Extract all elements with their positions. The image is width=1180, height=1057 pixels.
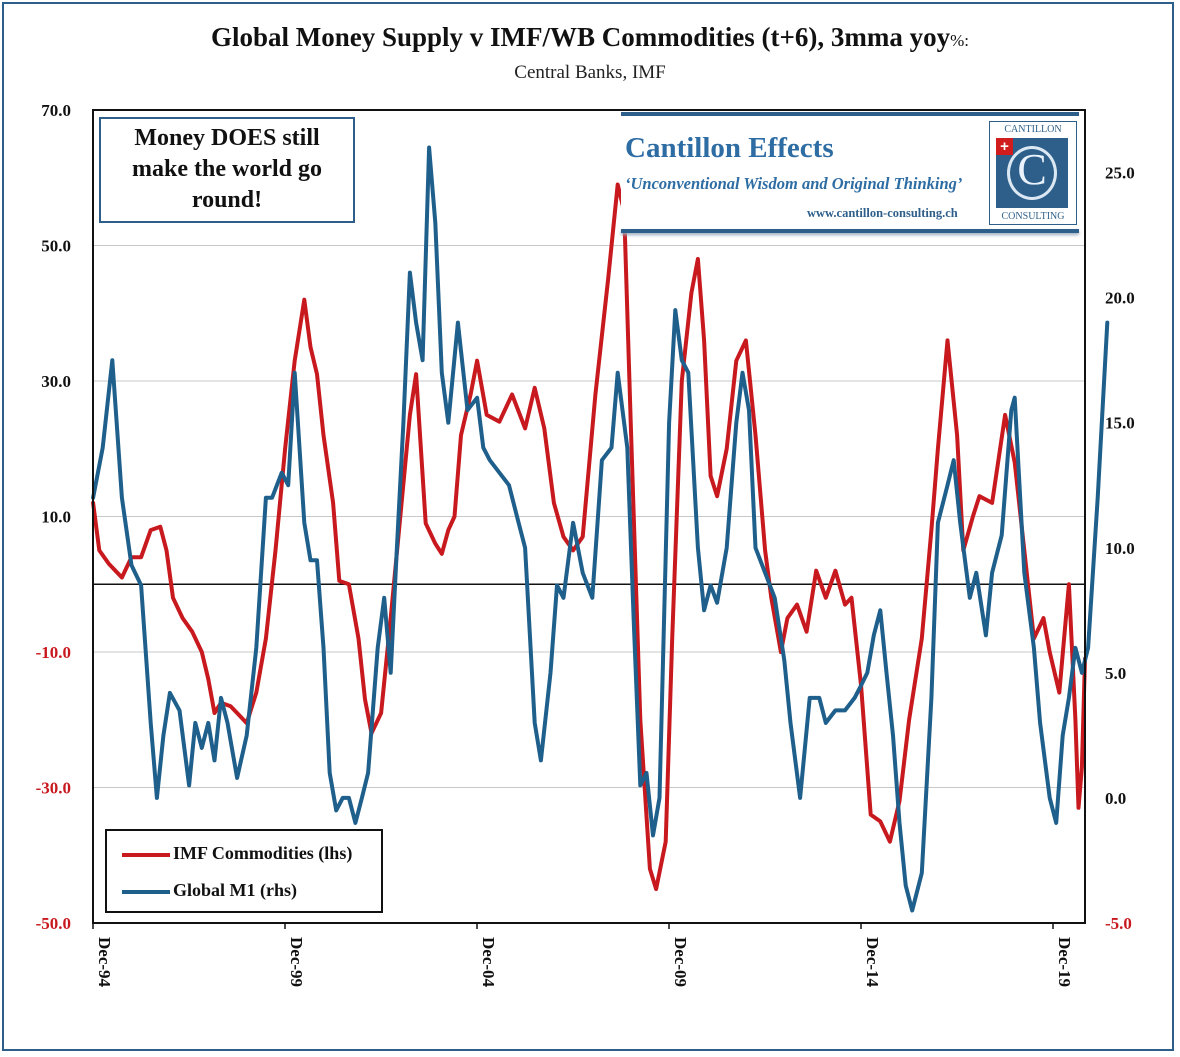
annotation-box: Money DOES still make the world go round… <box>99 117 355 223</box>
legend-swatch-m1 <box>122 889 170 894</box>
brand-tagline: ‘Unconventional Wisdom and Original Thin… <box>625 174 963 193</box>
grid-lines <box>93 245 1085 788</box>
x-tick-label: Dec-14 <box>863 937 882 988</box>
x-tick-label: Dec-99 <box>287 937 306 987</box>
left-tick-label: 50.0 <box>41 237 71 256</box>
title-suffix: %: <box>950 31 970 50</box>
logo-bottom-text: CONSULTING <box>1001 211 1065 222</box>
logo-letter: C <box>1017 145 1047 194</box>
left-tick-label: -50.0 <box>36 914 71 933</box>
x-tick-label: Dec-04 <box>479 937 498 988</box>
x-axis-ticks: Dec-94 Dec-99 Dec-04 Dec-09 Dec-14 Dec-19 <box>92 923 1074 988</box>
legend-label-m1: Global M1 (rhs) <box>173 880 297 900</box>
logo-top-text: CANTILLON <box>1004 124 1062 135</box>
right-tick-label: 5.0 <box>1105 664 1126 683</box>
brand-url: www.cantillon-consulting.ch <box>807 206 958 220</box>
right-tick-label: 15.0 <box>1105 414 1135 433</box>
brand-rule-top <box>621 112 1079 116</box>
legend-label-commodities: IMF Commodities (lhs) <box>173 843 353 863</box>
right-axis-ticks: 25.0 20.0 15.0 10.0 5.0 0.0 -5.0 <box>1105 164 1135 933</box>
right-tick-label: 20.0 <box>1105 289 1135 308</box>
x-tick-label: Dec-94 <box>95 937 114 988</box>
cantillon-logo: CANTILLON C + CONSULTING <box>989 121 1077 225</box>
annotation-line-2: make the world go <box>132 156 322 182</box>
legend-swatch-commodities <box>122 852 170 857</box>
left-axis-ticks: 70.0 50.0 30.0 10.0 -10.0 -30.0 -50.0 <box>36 101 71 933</box>
annotation-line-3: round! <box>191 187 263 213</box>
left-tick-label: 70.0 <box>41 101 71 120</box>
brand-name: Cantillon Effects <box>625 132 834 164</box>
swiss-flag-icon: + <box>996 138 1013 155</box>
brand-rule-bottom <box>621 229 1079 233</box>
x-tick-label: Dec-19 <box>1055 937 1074 987</box>
right-tick-label: 0.0 <box>1105 789 1126 808</box>
left-tick-label: -10.0 <box>36 643 71 662</box>
brand-banner: Cantillon Effects ‘Unconventional Wisdom… <box>621 112 1079 233</box>
left-tick-label: 30.0 <box>41 372 71 391</box>
legend-item-commodities: IMF Commodities (lhs) <box>122 843 352 867</box>
plot-area-border <box>92 109 1086 924</box>
right-tick-label: 10.0 <box>1105 539 1135 558</box>
annotation-line-1: Money DOES still <box>134 125 320 151</box>
right-tick-label: -5.0 <box>1105 914 1132 933</box>
right-tick-label: 25.0 <box>1105 164 1135 183</box>
chart-subtitle: Central Banks, IMF <box>514 62 666 83</box>
chart-title: Global Money Supply v IMF/WB Commodities… <box>210 22 970 52</box>
x-tick-label: Dec-09 <box>671 937 690 987</box>
series-line-imf-commodities <box>91 182 1087 892</box>
series-line-global-m1 <box>91 145 1110 913</box>
chart-legend: IMF Commodities (lhs) Global M1 (rhs) <box>105 829 383 913</box>
left-tick-label: 10.0 <box>41 508 71 527</box>
legend-item-m1: Global M1 (rhs) <box>122 880 297 904</box>
series-lines <box>91 145 1110 913</box>
logo-ring <box>1007 146 1057 200</box>
left-tick-label: -30.0 <box>36 779 71 798</box>
